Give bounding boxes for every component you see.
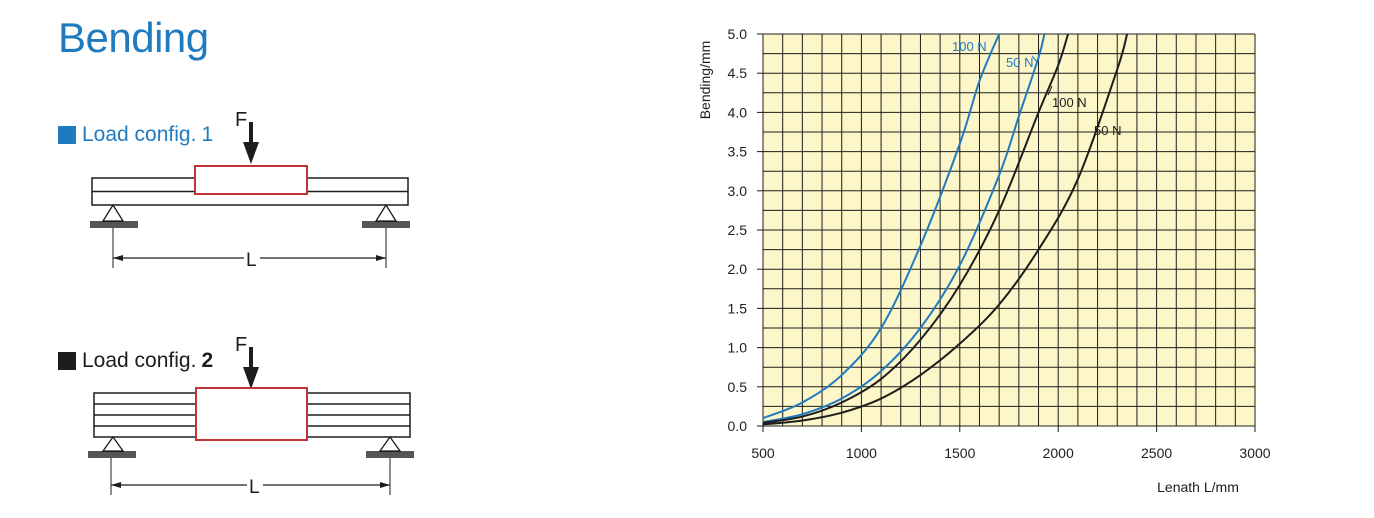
- length-label: L: [246, 250, 257, 271]
- y-tick-label: 5.0: [728, 26, 748, 42]
- y-axis-label: Bending/mm: [697, 41, 713, 120]
- force-label: F: [235, 109, 247, 131]
- series-annotation: 50 N: [1006, 55, 1033, 70]
- y-tick-label: 0.5: [728, 379, 748, 395]
- right-support: [366, 435, 414, 458]
- load-config-2-label: Load config. 2: [58, 349, 213, 373]
- length-dimension: L: [112, 228, 387, 271]
- length-dimension: L: [110, 458, 391, 498]
- y-tick-label: 4.0: [728, 104, 748, 120]
- page-title: Bending: [58, 14, 209, 61]
- series-lines: [762, 33, 1129, 426]
- left-support: [88, 435, 136, 458]
- series-line-2-100n: [762, 33, 1069, 424]
- x-axis-label: Lenath L/mm: [1157, 479, 1239, 495]
- x-tick-label: 3000: [1239, 445, 1270, 461]
- x-tick-label: 1000: [846, 445, 877, 461]
- y-tick-label: 3.5: [728, 144, 748, 160]
- config-1-text: Load config.: [82, 123, 197, 146]
- load-config-1-diagram: F L: [90, 109, 410, 271]
- x-tick-label: 2500: [1141, 445, 1172, 461]
- config-2-text: Load config.: [82, 349, 197, 372]
- series-line-2-50n: [762, 33, 1129, 426]
- y-tick-label: 3.0: [728, 183, 748, 199]
- y-tick-label: 1.0: [728, 340, 748, 356]
- load-block: [195, 387, 308, 441]
- right-support: [362, 203, 410, 228]
- series-line-1-50n: [762, 33, 1046, 424]
- x-tick-labels: 500 1000 1500 2000 2500 3000: [751, 426, 1271, 461]
- series-annotations: 100 N 50 N 100 N 50 N: [952, 39, 1121, 138]
- load-block: [194, 165, 308, 195]
- y-tick-label: 4.5: [728, 65, 748, 81]
- load-config-2-diagram: F L: [88, 334, 414, 498]
- y-tick-label: 0.0: [728, 418, 748, 434]
- annotation-leader: [1031, 55, 1038, 63]
- force-arrow: [243, 347, 259, 389]
- force-label: F: [235, 334, 247, 356]
- grid-lines: [762, 33, 1256, 427]
- load-config-1-label: Load config. 1: [58, 123, 213, 147]
- config-1-swatch: [58, 126, 76, 144]
- force-arrow: [243, 122, 259, 164]
- y-tick-label: 2.0: [728, 261, 748, 277]
- annotation-leader: [1047, 85, 1053, 96]
- config-2-number: 2: [201, 349, 214, 372]
- left-support: [90, 203, 138, 228]
- series-annotation: 100 N: [952, 39, 987, 54]
- length-label: L: [249, 477, 260, 498]
- series-annotation: 50 N: [1094, 123, 1121, 138]
- y-tick-labels: 0.0 0.5 1.0 1.5 2.0 2.5 3.0 3.5 4.0 4.5 5.0: [728, 26, 763, 434]
- config-1-number: 1: [201, 123, 214, 146]
- y-tick-label: 1.5: [728, 300, 748, 316]
- config-2-swatch: [58, 352, 76, 370]
- series-line-1-100n: [762, 33, 1001, 420]
- x-tick-label: 500: [751, 445, 775, 461]
- x-tick-label: 2000: [1043, 445, 1074, 461]
- y-tick-label: 2.5: [728, 222, 748, 238]
- series-annotation: 100 N: [1052, 95, 1087, 110]
- x-tick-label: 1500: [944, 445, 975, 461]
